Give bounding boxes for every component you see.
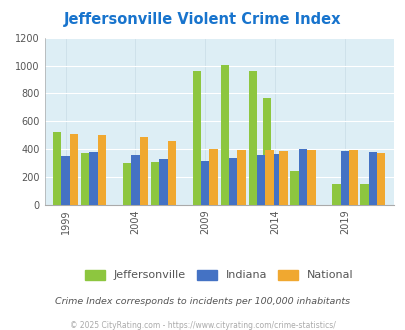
Bar bbox=[279, 151, 287, 205]
Legend: Jeffersonville, Indiana, National: Jeffersonville, Indiana, National bbox=[80, 265, 357, 285]
Text: Jeffersonville Violent Crime Index: Jeffersonville Violent Crime Index bbox=[64, 12, 341, 26]
Bar bbox=[192, 71, 200, 205]
Bar bbox=[228, 158, 237, 205]
Bar bbox=[270, 154, 279, 205]
Bar bbox=[81, 152, 89, 205]
Text: Crime Index corresponds to incidents per 100,000 inhabitants: Crime Index corresponds to incidents per… bbox=[55, 297, 350, 306]
Bar bbox=[70, 134, 78, 205]
Bar bbox=[368, 152, 376, 205]
Bar bbox=[248, 71, 256, 205]
Bar bbox=[209, 149, 217, 205]
Bar bbox=[98, 135, 106, 205]
Bar bbox=[53, 132, 61, 205]
Bar bbox=[237, 150, 245, 205]
Bar bbox=[348, 150, 357, 205]
Bar bbox=[159, 159, 167, 205]
Bar bbox=[265, 150, 273, 205]
Bar bbox=[131, 155, 139, 205]
Bar bbox=[307, 150, 315, 205]
Bar bbox=[167, 141, 175, 205]
Bar bbox=[123, 163, 131, 205]
Bar bbox=[89, 152, 98, 205]
Bar bbox=[298, 149, 307, 205]
Bar bbox=[332, 184, 340, 205]
Bar bbox=[262, 98, 270, 205]
Bar bbox=[376, 152, 384, 205]
Bar bbox=[150, 162, 159, 205]
Bar bbox=[256, 155, 265, 205]
Bar bbox=[340, 151, 348, 205]
Bar bbox=[139, 137, 148, 205]
Bar bbox=[220, 65, 228, 205]
Bar bbox=[290, 171, 298, 205]
Text: © 2025 CityRating.com - https://www.cityrating.com/crime-statistics/: © 2025 CityRating.com - https://www.city… bbox=[70, 321, 335, 330]
Bar bbox=[359, 184, 368, 205]
Bar bbox=[200, 161, 209, 205]
Bar bbox=[61, 156, 70, 205]
